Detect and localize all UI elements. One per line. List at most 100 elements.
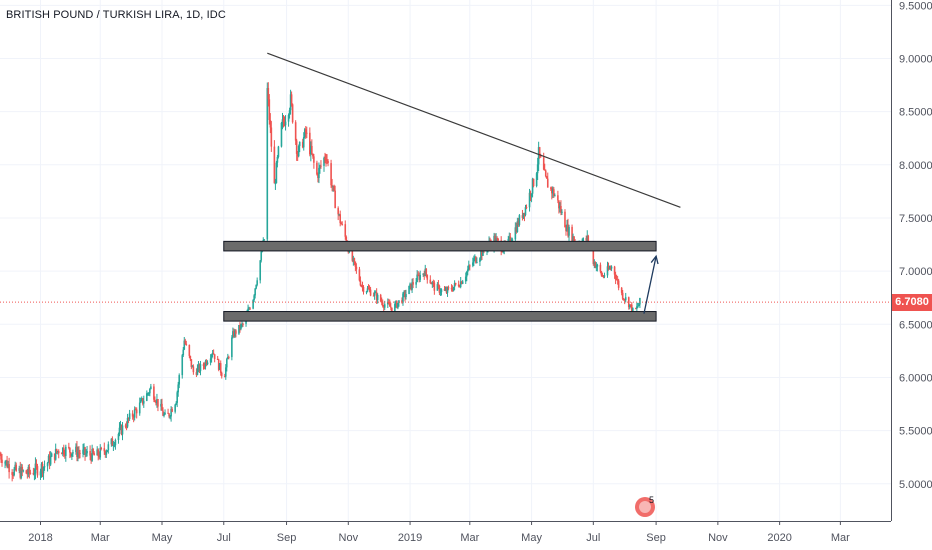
candle-body	[149, 388, 151, 394]
candle-body	[320, 165, 322, 167]
candle-body	[239, 325, 241, 329]
candle-body	[524, 207, 527, 216]
candle-body	[319, 165, 321, 168]
last-price-label: 6.7080	[892, 294, 932, 312]
candle-body	[613, 266, 616, 275]
candle-body	[362, 286, 365, 293]
y-tick-label: 9.0000	[899, 53, 932, 65]
candle-body	[228, 357, 230, 359]
candle-body	[436, 284, 439, 291]
candle-body	[224, 367, 227, 377]
candle-body	[53, 453, 56, 460]
candle-body	[411, 282, 413, 290]
candle-body	[325, 159, 327, 161]
candle-body	[546, 178, 549, 188]
candle-body	[458, 286, 461, 288]
candle-body	[47, 455, 50, 463]
candle-body	[218, 363, 221, 370]
candle-body	[210, 354, 213, 359]
candle-body	[542, 157, 545, 170]
candle-body	[476, 261, 478, 263]
candle-body	[624, 297, 627, 301]
candle-body	[444, 289, 447, 291]
candle-body	[127, 417, 130, 420]
candle-body	[552, 189, 554, 194]
candle-body	[528, 192, 531, 208]
candle-body	[54, 448, 57, 460]
candle-body	[205, 361, 208, 365]
candle-body	[0, 455, 2, 460]
candle-body	[515, 227, 518, 232]
candle-body	[160, 403, 162, 407]
candle-body	[557, 195, 559, 201]
candle-body	[599, 264, 602, 272]
candle-body	[185, 343, 188, 345]
candle-body	[267, 88, 270, 100]
candle-body	[402, 293, 404, 303]
candle-body	[339, 214, 341, 224]
candle-body	[196, 367, 199, 375]
candle-body	[91, 448, 93, 461]
candle-body	[156, 399, 158, 404]
candle-body	[623, 299, 626, 301]
candle-body	[49, 456, 52, 465]
candle-body	[162, 410, 164, 416]
candle-body	[559, 206, 561, 209]
candle-body	[131, 413, 134, 417]
candle-body	[327, 160, 329, 164]
candle-body	[301, 141, 304, 148]
candle-body	[365, 291, 368, 293]
candle-body	[62, 447, 65, 455]
candle-body	[247, 308, 249, 313]
candle-body	[199, 364, 202, 372]
candle-body	[204, 361, 207, 367]
candle-body	[602, 276, 605, 278]
candle-body	[198, 364, 201, 372]
candle-body	[366, 288, 369, 292]
candle-body	[274, 183, 277, 185]
candle-body	[282, 119, 285, 123]
candle-body	[289, 94, 292, 111]
candle-body	[459, 281, 462, 287]
candle-body	[28, 466, 31, 473]
candle-body	[531, 178, 534, 194]
candle-body	[514, 227, 517, 240]
candle-body	[111, 438, 114, 446]
candle-body	[538, 147, 541, 156]
candle-body	[21, 466, 24, 471]
candle-body	[401, 300, 403, 303]
candle-body	[92, 448, 94, 454]
candle-body	[190, 359, 193, 368]
candle-body	[121, 425, 124, 435]
candle-body	[418, 275, 420, 280]
candle-body	[351, 245, 354, 261]
candle-body	[616, 279, 619, 281]
candle-body	[535, 173, 538, 187]
candle-body	[361, 285, 364, 287]
y-tick-label: 9.5000	[899, 0, 932, 12]
candle-body	[607, 266, 610, 270]
candle-body	[631, 304, 633, 313]
candle-body	[358, 269, 361, 281]
candle-body	[518, 215, 521, 226]
candle-body	[389, 303, 391, 307]
candle-body	[302, 137, 305, 148]
candle-body	[438, 285, 441, 293]
candle-body	[639, 297, 641, 305]
candle-body	[197, 364, 200, 368]
candle-body	[443, 289, 446, 291]
candle-body	[635, 308, 637, 310]
candle-body	[43, 466, 46, 468]
candle-body	[128, 413, 131, 420]
candle-body	[334, 190, 336, 209]
candle-body	[275, 162, 278, 184]
candle-body	[312, 153, 314, 157]
candle-body	[29, 472, 32, 474]
candle-body	[124, 425, 127, 427]
candle-body	[367, 288, 370, 290]
candle-body	[206, 362, 209, 365]
candle-body	[223, 376, 226, 378]
candle-body	[439, 292, 442, 294]
candle-body	[419, 274, 421, 280]
